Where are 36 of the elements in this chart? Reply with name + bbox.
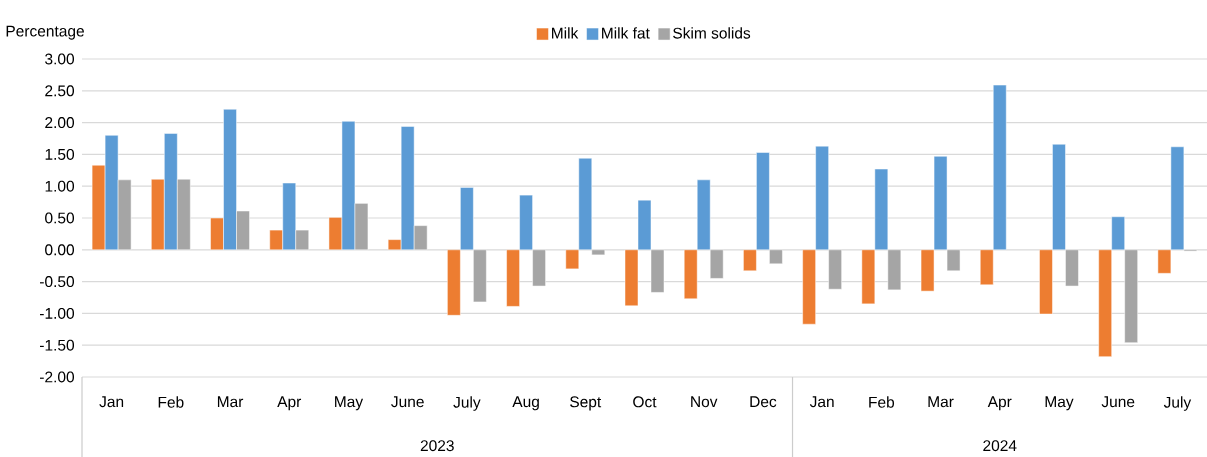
- x-tick-label: Mar: [217, 396, 244, 408]
- y-tick-label: 0.00: [45, 244, 75, 256]
- legend-label: Skim solids: [673, 27, 751, 39]
- y-tick-label: 1.50: [45, 148, 75, 160]
- x-tick-label: Aug: [512, 396, 539, 411]
- x-tick-label: June: [1101, 396, 1135, 408]
- x-tick-label: Apr: [987, 396, 1012, 411]
- x-tick-label: Oct: [633, 396, 657, 408]
- legend-label: Milk fat: [602, 27, 650, 39]
- y-tick-label: 2.50: [45, 85, 75, 97]
- x-tick-label: May: [1045, 396, 1074, 411]
- y-tick-label: 0.50: [45, 212, 75, 224]
- x-tick-label: Feb: [869, 396, 895, 408]
- x-tick-label: June: [391, 396, 424, 408]
- x-tick-label: Jan: [99, 396, 124, 408]
- y-tick-label: -0.50: [39, 276, 75, 288]
- y-tick-label: 2.00: [45, 117, 75, 129]
- text: 2024: [983, 440, 1017, 452]
- x-tick-label: July: [453, 396, 481, 411]
- x-tick-label: July: [1163, 396, 1192, 411]
- x-tick-label: Feb: [158, 396, 184, 408]
- x-tick-label: Jan: [809, 396, 834, 408]
- y-tick-label: -1.00: [39, 307, 75, 319]
- x-tick-label: Sept: [570, 396, 602, 411]
- y-tick-label: 3.00: [45, 53, 75, 65]
- x-tick-label: Apr: [277, 396, 302, 411]
- legend-label: Milk: [552, 27, 579, 39]
- y-tick-label: -1.50: [39, 339, 75, 351]
- text: 2023: [420, 440, 454, 452]
- y-tick-label: -2.00: [39, 371, 75, 383]
- y-axis-title: Percentage: [6, 25, 84, 40]
- x-tick-label: Nov: [691, 396, 718, 408]
- y-tick-label: 1.00: [45, 180, 75, 192]
- x-tick-label: Mar: [928, 396, 954, 408]
- x-tick-label: May: [335, 396, 364, 411]
- x-tick-label: Dec: [750, 396, 777, 408]
